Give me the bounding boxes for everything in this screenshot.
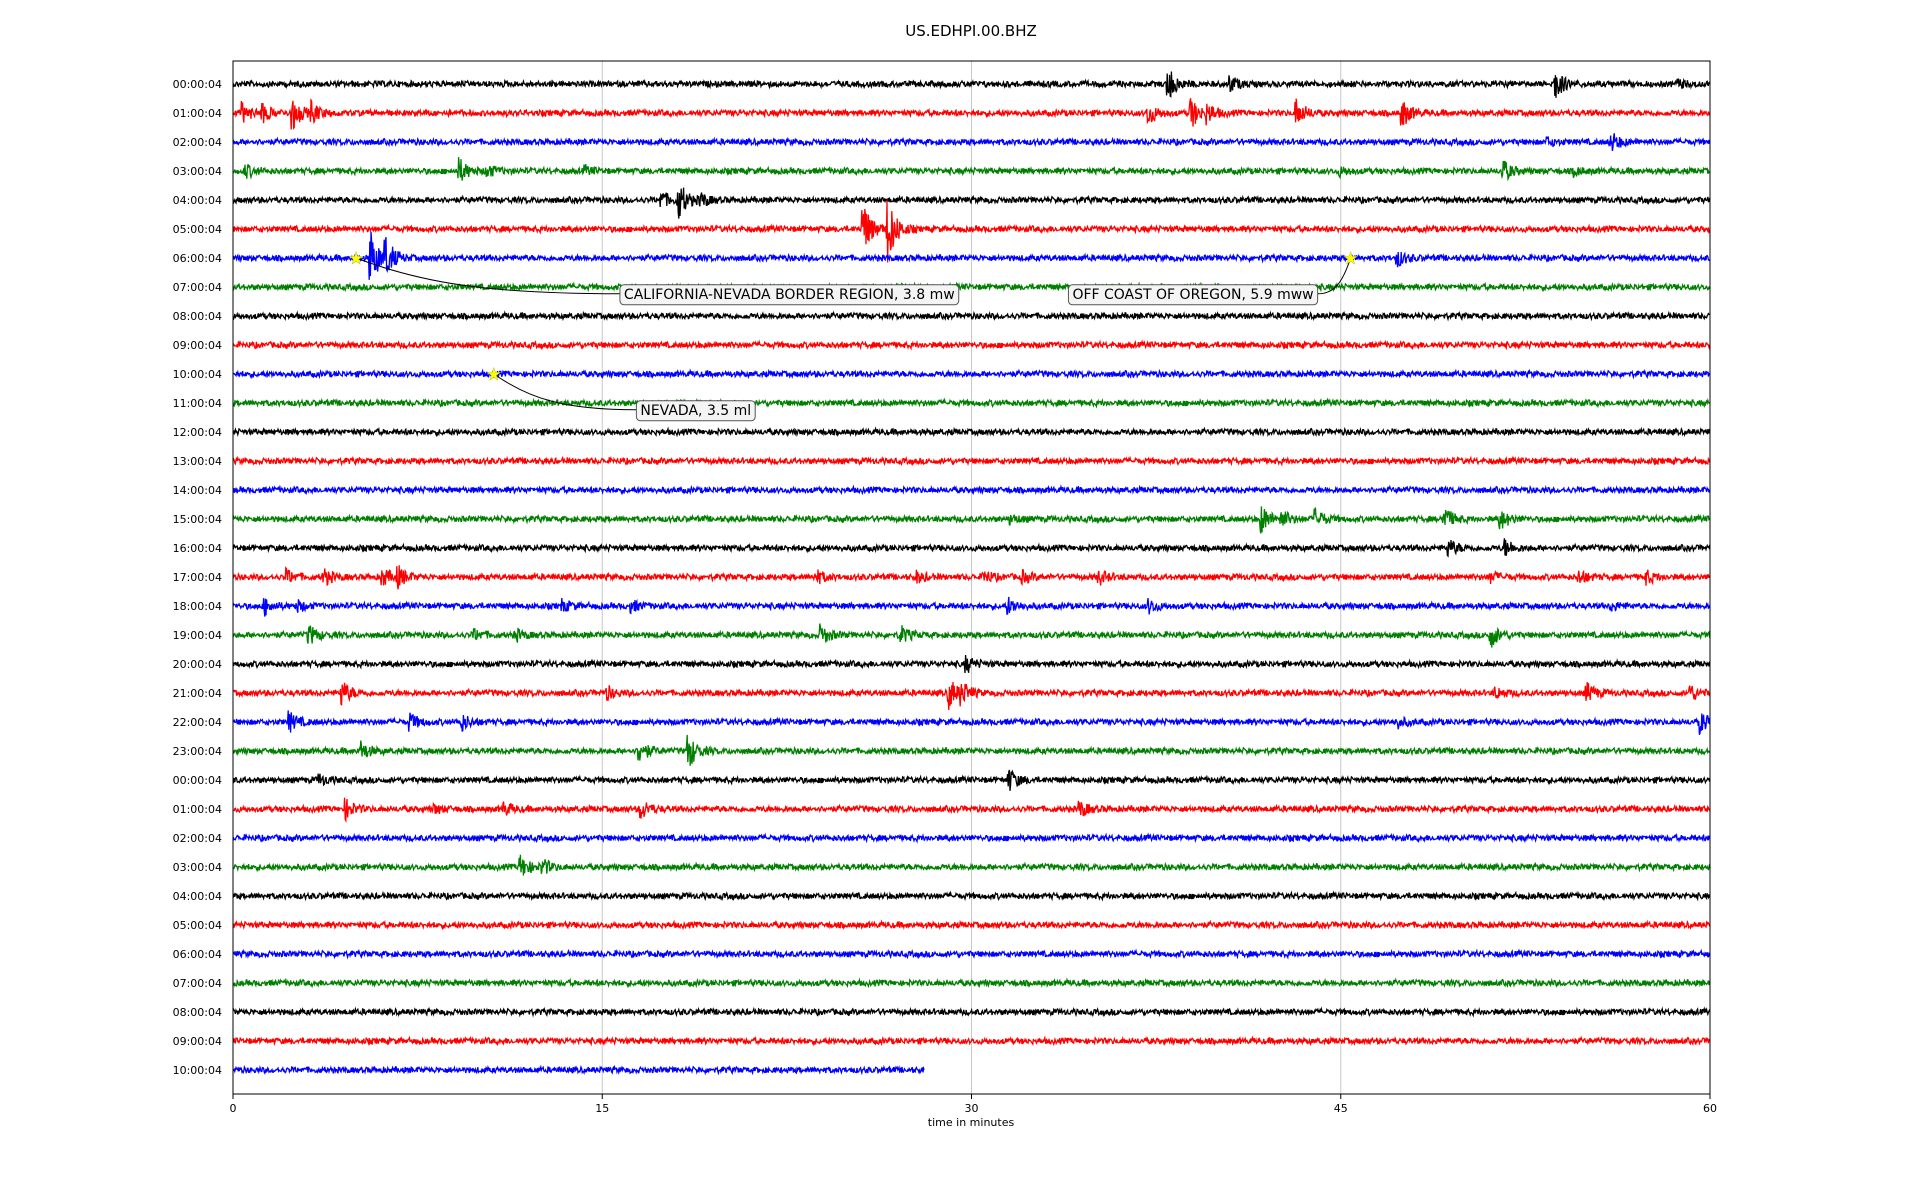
row-label-16: 16:00:04 <box>173 542 222 555</box>
row-time-labels: 00:00:04 01:00:04 02:00:04 03:00:04 04:00:04… <box>173 78 222 1077</box>
event-star-marker-1: ★ <box>1343 249 1358 269</box>
trace-row-0 <box>232 71 1711 98</box>
row-label-27: 03:00:04 <box>173 861 222 874</box>
trace-row-17 <box>232 565 1711 590</box>
trace-row-23 <box>232 734 1711 766</box>
row-label-0: 00:00:04 <box>173 78 222 91</box>
seismic-traces <box>232 71 1711 1076</box>
trace-row-14 <box>232 484 1711 496</box>
trace-row-9 <box>232 339 1711 351</box>
row-label-17: 17:00:04 <box>173 571 222 584</box>
trace-row-30 <box>232 948 1711 960</box>
trace-row-29 <box>232 919 1711 931</box>
row-label-29: 05:00:04 <box>173 919 222 932</box>
row-label-13: 13:00:04 <box>173 455 222 468</box>
row-label-3: 03:00:04 <box>173 165 222 178</box>
event-star-marker-0: ★ <box>348 249 363 269</box>
row-label-7: 07:00:04 <box>173 281 222 294</box>
row-label-21: 21:00:04 <box>173 687 222 700</box>
trace-row-25 <box>232 797 1711 824</box>
row-label-15: 15:00:04 <box>173 513 222 526</box>
trace-row-12 <box>232 426 1711 438</box>
x-tick-label-15: 15 <box>595 1102 609 1115</box>
trace-row-4 <box>232 187 1711 219</box>
event-annotations: CALIFORNIA-NEVADA BORDER REGION, 3.8 mw ★… <box>348 249 1358 422</box>
trace-row-8 <box>232 310 1710 322</box>
trace-row-1 <box>232 98 1711 130</box>
trace-row-34 <box>232 1064 925 1076</box>
row-label-25: 01:00:04 <box>173 803 222 816</box>
trace-row-33 <box>232 1035 1711 1047</box>
trace-row-32 <box>232 1006 1711 1018</box>
row-label-12: 12:00:04 <box>173 426 222 439</box>
trace-row-19 <box>232 623 1711 648</box>
trace-row-16 <box>232 538 1711 558</box>
trace-row-20 <box>232 654 1711 674</box>
trace-row-22 <box>232 710 1711 735</box>
trace-row-28 <box>232 890 1711 902</box>
trace-row-13 <box>232 455 1711 467</box>
row-label-28: 04:00:04 <box>173 890 222 903</box>
x-tick-label-60: 60 <box>1703 1102 1717 1115</box>
chart-title: US.EDHPI.00.BHZ <box>905 22 1037 40</box>
row-label-24: 00:00:04 <box>173 774 222 787</box>
row-label-23: 23:00:04 <box>173 745 222 758</box>
row-label-34: 10:00:04 <box>173 1064 222 1077</box>
trace-row-18 <box>232 596 1711 617</box>
x-axis-label: time in minutes <box>928 1116 1015 1129</box>
trace-row-2 <box>232 133 1711 152</box>
annotation-1: OFF COAST OF OREGON, 5.9 mww ★ <box>1067 249 1358 306</box>
annotation-label-0: CALIFORNIA-NEVADA BORDER REGION, 3.8 mw <box>624 287 955 303</box>
row-label-32: 08:00:04 <box>173 1006 222 1019</box>
x-tick-label-45: 45 <box>1334 1102 1348 1115</box>
row-label-9: 09:00:04 <box>173 339 222 352</box>
trace-row-26 <box>232 832 1711 844</box>
annotation-connector-2 <box>493 373 637 411</box>
row-label-1: 01:00:04 <box>173 107 222 120</box>
row-label-19: 19:00:04 <box>173 629 222 642</box>
annotation-box-0 <box>619 284 960 306</box>
annotation-0: CALIFORNIA-NEVADA BORDER REGION, 3.8 mw ★ <box>348 249 960 306</box>
row-label-31: 07:00:04 <box>173 977 222 990</box>
x-axis-ticks: 0 15 30 45 60 <box>230 1094 1717 1115</box>
row-label-20: 20:00:04 <box>173 658 222 671</box>
row-label-10: 10:00:04 <box>173 368 222 381</box>
annotation-box-1 <box>1067 284 1319 306</box>
annotation-connector-1 <box>1317 257 1352 295</box>
event-star-marker-2: ★ <box>486 365 501 385</box>
trace-row-5 <box>232 200 1711 263</box>
annotation-box-2 <box>635 400 756 422</box>
row-label-30: 06:00:04 <box>173 948 222 961</box>
trace-row-6 <box>232 231 1711 280</box>
trace-row-24 <box>232 769 1711 791</box>
row-label-26: 02:00:04 <box>173 832 222 845</box>
x-tick-label-30: 30 <box>965 1102 979 1115</box>
trace-row-31 <box>232 977 1711 989</box>
row-label-18: 18:00:04 <box>173 600 222 613</box>
trace-row-15 <box>232 506 1710 534</box>
trace-row-21 <box>232 681 1711 710</box>
row-label-8: 08:00:04 <box>173 310 222 323</box>
row-label-11: 11:00:04 <box>173 397 222 410</box>
row-label-33: 09:00:04 <box>173 1035 222 1048</box>
row-label-14: 14:00:04 <box>173 484 222 497</box>
row-label-5: 05:00:04 <box>173 223 222 236</box>
annotation-2: NEVADA, 3.5 ml ★ <box>486 365 756 422</box>
annotation-connector-0 <box>355 257 620 295</box>
annotation-label-2: NEVADA, 3.5 ml <box>640 403 751 419</box>
row-label-6: 06:00:04 <box>173 252 222 265</box>
annotation-label-1: OFF COAST OF OREGON, 5.9 mww <box>1072 287 1313 303</box>
trace-row-10 <box>232 368 1711 380</box>
trace-row-27 <box>232 854 1711 876</box>
row-label-22: 22:00:04 <box>173 716 222 729</box>
row-label-2: 02:00:04 <box>173 136 222 149</box>
trace-row-3 <box>232 157 1711 182</box>
x-tick-label-0: 0 <box>230 1102 237 1115</box>
row-label-4: 04:00:04 <box>173 194 222 207</box>
trace-row-11 <box>232 397 1710 409</box>
